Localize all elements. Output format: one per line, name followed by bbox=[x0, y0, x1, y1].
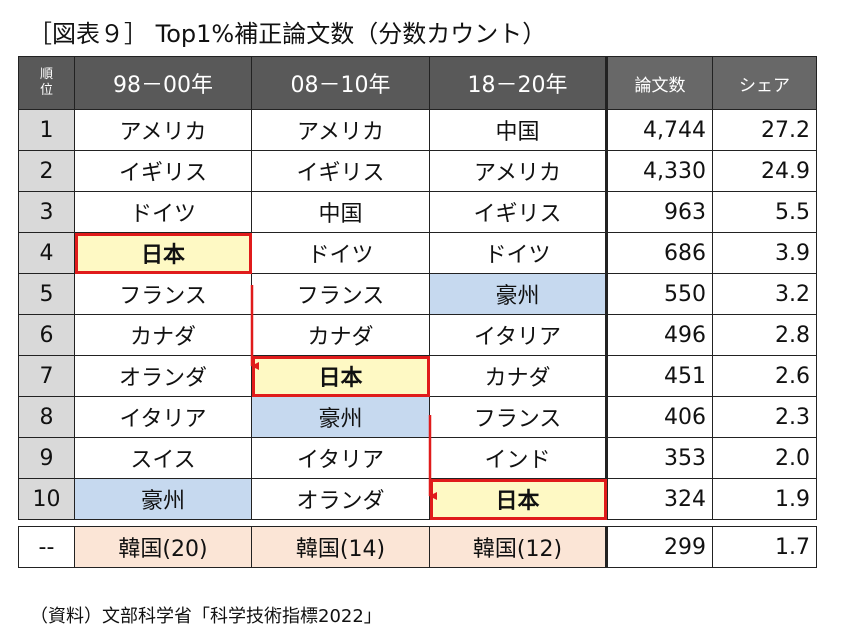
papers-count: 324 bbox=[605, 478, 713, 520]
papers-count: 406 bbox=[605, 396, 713, 438]
period1-header: 98－00年 bbox=[74, 56, 252, 110]
table-row: 8 イタリア 豪州 フランス 406 2.3 bbox=[18, 396, 817, 438]
rank-cell: -- bbox=[18, 526, 75, 568]
rank-cell: 3 bbox=[18, 191, 75, 233]
share-value: 2.6 bbox=[712, 355, 817, 397]
share-value: 5.5 bbox=[712, 191, 817, 233]
share-value: 3.9 bbox=[712, 232, 817, 274]
papers-count: 451 bbox=[605, 355, 713, 397]
period3-header: 18－20年 bbox=[429, 56, 607, 110]
period3-country: カナダ bbox=[429, 355, 607, 397]
period2-country: カナダ bbox=[251, 314, 430, 356]
period2-header: 08－10年 bbox=[251, 56, 430, 110]
share-value: 2.0 bbox=[712, 437, 817, 479]
period1-country: オランダ bbox=[74, 355, 252, 397]
rank-cell: 2 bbox=[18, 150, 75, 192]
table-row: 6 カナダ カナダ イタリア 496 2.8 bbox=[18, 314, 817, 356]
table-row: 7 オランダ 日本 カナダ 451 2.6 bbox=[18, 355, 817, 397]
korea-row: -- 韓国(20) 韓国(14) 韓国(12) 299 1.7 bbox=[18, 526, 817, 568]
table-row: 4 日本 ドイツ ドイツ 686 3.9 bbox=[18, 232, 817, 274]
rank-cell: 8 bbox=[18, 396, 75, 438]
rank-cell: 4 bbox=[18, 232, 75, 274]
table-row: 2 イギリス イギリス アメリカ 4,330 24.9 bbox=[18, 150, 817, 192]
papers-count: 496 bbox=[605, 314, 713, 356]
share-value: 2.8 bbox=[712, 314, 817, 356]
table-row: 5 フランス フランス 豪州 550 3.2 bbox=[18, 273, 817, 315]
rank-cell: 1 bbox=[18, 109, 75, 151]
share-value: 1.9 bbox=[712, 478, 817, 520]
header-row: 順位 98－00年 08－10年 18－20年 論文数 シェア bbox=[18, 56, 817, 110]
period3-country: インド bbox=[429, 437, 607, 479]
source-note: （資料）文部科学省「科学技術指標2022」 bbox=[30, 606, 382, 627]
period2-country: アメリカ bbox=[251, 109, 430, 151]
ranking-table: 順位 98－00年 08－10年 18－20年 論文数 シェア 1 アメリカ アメリ… bbox=[18, 56, 817, 568]
period2-country: オランダ bbox=[251, 478, 430, 520]
period3-country: アメリカ bbox=[429, 150, 607, 192]
period1-country: イタリア bbox=[74, 396, 252, 438]
period1-country: 日本 bbox=[74, 232, 252, 274]
share-value: 3.2 bbox=[712, 273, 817, 315]
rank-header: 順位 bbox=[18, 56, 75, 110]
period2-country: フランス bbox=[251, 273, 430, 315]
papers-count: 353 bbox=[605, 437, 713, 479]
papers-header: 論文数 bbox=[605, 56, 713, 110]
papers-count: 686 bbox=[605, 232, 713, 274]
period1-country: フランス bbox=[74, 273, 252, 315]
table-row: 3 ドイツ 中国 イギリス 963 5.5 bbox=[18, 191, 817, 233]
rank-cell: 5 bbox=[18, 273, 75, 315]
rank-cell: 6 bbox=[18, 314, 75, 356]
period3-country: イタリア bbox=[429, 314, 607, 356]
table-row: 1 アメリカ アメリカ 中国 4,744 27.2 bbox=[18, 109, 817, 151]
table-spacer bbox=[18, 519, 817, 527]
period1-country: スイス bbox=[74, 437, 252, 479]
share-value: 27.2 bbox=[712, 109, 817, 151]
papers-count: 4,744 bbox=[605, 109, 713, 151]
period1-country: イギリス bbox=[74, 150, 252, 192]
papers-count: 299 bbox=[605, 526, 713, 568]
period3-country: イギリス bbox=[429, 191, 607, 233]
period2-country: 日本 bbox=[251, 355, 430, 397]
period1-country: カナダ bbox=[74, 314, 252, 356]
papers-count: 550 bbox=[605, 273, 713, 315]
period2-country: ドイツ bbox=[251, 232, 430, 274]
period2-country: イギリス bbox=[251, 150, 430, 192]
period2-country: 豪州 bbox=[251, 396, 430, 438]
period1-country: 豪州 bbox=[74, 478, 252, 520]
period3-country: 豪州 bbox=[429, 273, 607, 315]
rank-cell: 9 bbox=[18, 437, 75, 479]
period2-country: 韓国(14) bbox=[251, 526, 430, 568]
share-header: シェア bbox=[712, 56, 817, 110]
figure-title: ［図表９］ Top1%補正論文数（分数カウント） bbox=[28, 20, 547, 48]
papers-count: 4,330 bbox=[605, 150, 713, 192]
period1-country: アメリカ bbox=[74, 109, 252, 151]
share-value: 1.7 bbox=[712, 526, 817, 568]
period2-country: イタリア bbox=[251, 437, 430, 479]
share-value: 24.9 bbox=[712, 150, 817, 192]
rank-cell: 7 bbox=[18, 355, 75, 397]
period1-country: 韓国(20) bbox=[74, 526, 252, 568]
table-row: 9 スイス イタリア インド 353 2.0 bbox=[18, 437, 817, 479]
period2-country: 中国 bbox=[251, 191, 430, 233]
papers-count: 963 bbox=[605, 191, 713, 233]
period1-country: ドイツ bbox=[74, 191, 252, 233]
period3-country: 中国 bbox=[429, 109, 607, 151]
period3-country: 韓国(12) bbox=[429, 526, 607, 568]
share-value: 2.3 bbox=[712, 396, 817, 438]
period3-country: フランス bbox=[429, 396, 607, 438]
period3-country: 日本 bbox=[429, 478, 607, 520]
period3-country: ドイツ bbox=[429, 232, 607, 274]
table-row: 10 豪州 オランダ 日本 324 1.9 bbox=[18, 478, 817, 520]
rank-cell: 10 bbox=[18, 478, 75, 520]
